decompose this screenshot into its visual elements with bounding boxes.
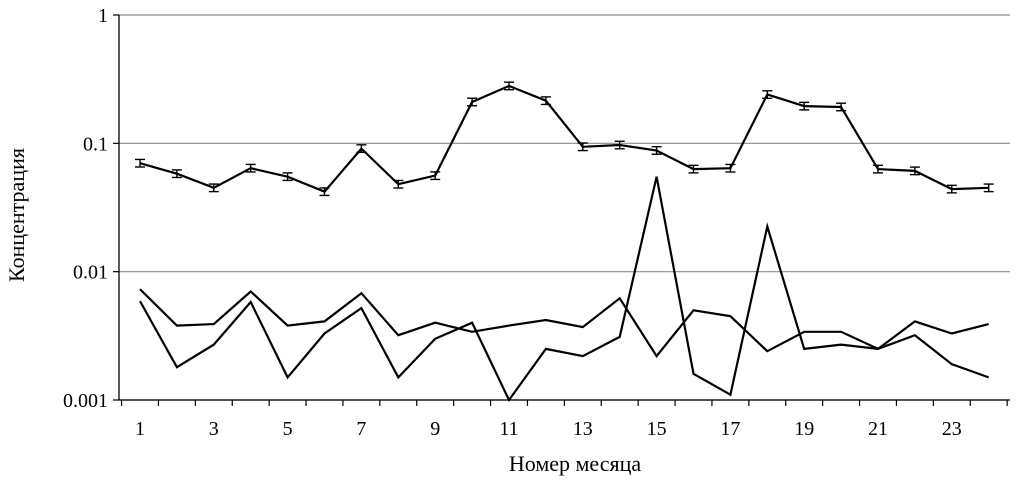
y-tick-labels: 1 0.1 0.01 0.001 xyxy=(63,5,108,412)
x-tick-label: 21 xyxy=(868,418,888,440)
x-tick-label: 23 xyxy=(942,418,962,440)
error-bar xyxy=(688,164,699,174)
x-tick-label: 5 xyxy=(283,418,293,440)
error-bar xyxy=(946,184,957,194)
error-bar xyxy=(504,81,514,91)
y-tick-label: 1 xyxy=(98,5,108,27)
error-bar xyxy=(171,169,182,179)
error-bar xyxy=(540,96,551,106)
y-tick-label: 0.1 xyxy=(83,133,108,155)
error-bar xyxy=(282,172,293,182)
error-bar xyxy=(614,140,625,150)
error-bar xyxy=(430,171,441,181)
series-3-line xyxy=(139,176,990,403)
y-tick-label: 0.001 xyxy=(63,390,108,412)
x-tick-label: 13 xyxy=(573,418,593,440)
x-tick-label: 3 xyxy=(209,418,219,440)
x-tick-label: 7 xyxy=(356,418,366,440)
error-bar xyxy=(245,163,256,173)
error-bar xyxy=(651,145,662,155)
x-tick-label: 1 xyxy=(135,418,145,440)
error-bar xyxy=(873,164,883,174)
error-bar xyxy=(319,187,330,197)
x-tick-label: 11 xyxy=(499,418,518,440)
axes xyxy=(113,14,1010,406)
error-bar xyxy=(577,142,588,152)
error-bar xyxy=(799,101,810,111)
error-bar xyxy=(983,183,994,193)
error-bar xyxy=(725,163,736,173)
series-2-line xyxy=(139,288,989,358)
y-tick-label: 0.01 xyxy=(73,262,108,284)
x-tick-label: 9 xyxy=(430,418,440,440)
series-1-line xyxy=(139,84,989,194)
x-tick-label: 19 xyxy=(794,418,814,440)
x-axis-label: Номер месяца xyxy=(509,451,642,476)
error-bar xyxy=(356,144,367,154)
grid-lines xyxy=(119,14,1010,401)
y-axis-label: Концентрация xyxy=(4,148,29,282)
error-bar xyxy=(208,183,219,193)
error-bar xyxy=(909,166,920,176)
error-bar xyxy=(762,90,773,100)
x-tick-label: 15 xyxy=(647,418,667,440)
series-lines xyxy=(135,81,994,403)
error-bar xyxy=(393,179,404,189)
error-bar xyxy=(467,97,478,107)
x-tick-labels: 1 3 5 7 9 11 13 15 17 19 21 23 xyxy=(135,418,962,440)
x-tick-label: 17 xyxy=(720,418,740,440)
error-bar xyxy=(836,102,847,112)
error-bar xyxy=(135,158,145,168)
